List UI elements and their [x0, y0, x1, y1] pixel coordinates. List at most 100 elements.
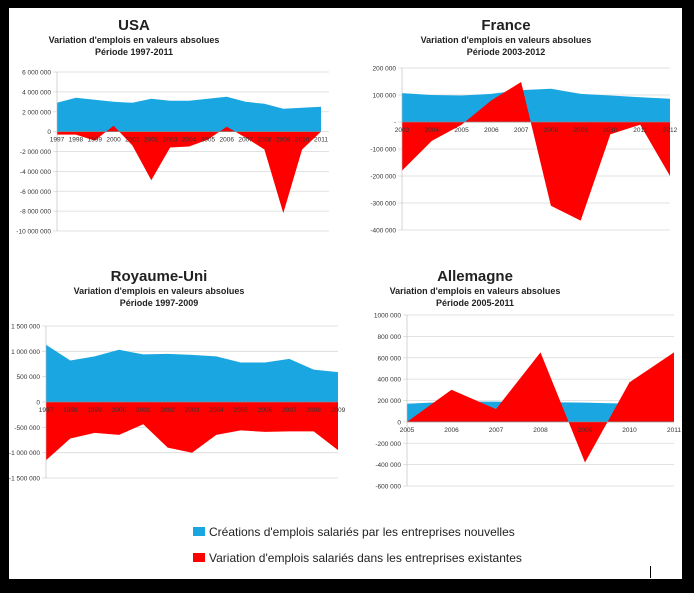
y-tick-label: 800 000 — [378, 334, 402, 341]
x-tick-label: 2005 — [400, 427, 415, 434]
x-tick-label: 2003 — [395, 127, 410, 134]
text-cursor — [650, 566, 651, 578]
y-tick-label: -4 000 000 — [20, 169, 51, 176]
y-tick-label: -200 000 — [370, 174, 396, 181]
x-tick-label: 1999 — [87, 137, 102, 144]
x-tick-label: 2005 — [201, 137, 216, 144]
x-tick-label: 2003 — [185, 407, 200, 414]
chart-subtitle: Variation d'emplois en valeurs absolues — [49, 35, 220, 45]
x-tick-label: 2001 — [136, 407, 151, 414]
x-tick-label: 1999 — [87, 407, 102, 414]
x-tick-label: 2008 — [533, 427, 548, 434]
chart-subtitle: Variation d'emplois en valeurs absolues — [74, 286, 245, 296]
y-tick-label: -6 000 000 — [20, 189, 51, 196]
x-tick-label: 2002 — [144, 137, 159, 144]
x-tick-label: 2007 — [514, 127, 529, 134]
x-tick-label: 2000 — [106, 137, 121, 144]
x-tick-label: 2007 — [238, 137, 253, 144]
y-tick-label: -300 000 — [370, 201, 396, 208]
x-tick-label: 2009 — [578, 427, 593, 434]
x-tick-label: 2009 — [573, 127, 588, 134]
x-tick-label: 2007 — [282, 407, 297, 414]
y-tick-label: 6 000 000 — [22, 70, 51, 77]
x-tick-label: 2008 — [306, 407, 321, 414]
y-tick-label: 1 000 000 — [11, 349, 40, 356]
x-tick-label: 2010 — [295, 137, 310, 144]
x-tick-label: 2010 — [622, 427, 637, 434]
y-tick-label: 0 — [47, 129, 51, 136]
y-tick-label: -2 000 000 — [20, 149, 51, 156]
y-tick-label: - — [394, 120, 396, 127]
chart-subtitle: Variation d'emplois en valeurs absolues — [421, 35, 592, 45]
y-tick-label: 1 500 000 — [11, 324, 40, 331]
chart-period: Période 2003-2012 — [467, 47, 546, 57]
x-tick-label: 2012 — [663, 127, 678, 134]
y-tick-label: -8 000 000 — [20, 209, 51, 216]
chart-panel: USA Variation d'emplois en valeurs absolu… — [9, 8, 682, 579]
x-tick-label: 2004 — [425, 127, 440, 134]
area-existing — [407, 352, 674, 463]
x-tick-label: 1998 — [69, 137, 84, 144]
chart-period: Période 1997-2009 — [120, 298, 199, 308]
chart-subtitle: Variation d'emplois en valeurs absolues — [390, 286, 561, 296]
chart-period: Période 2005-2011 — [436, 298, 514, 308]
chart-title: Allemagne — [437, 268, 513, 285]
y-tick-label: -500 000 — [14, 425, 40, 432]
x-tick-label: 2005 — [454, 127, 469, 134]
x-tick-label: 2001 — [125, 137, 140, 144]
y-tick-label: -100 000 — [370, 147, 396, 154]
x-tick-label: 2009 — [276, 137, 291, 144]
x-tick-label: 2004 — [182, 137, 197, 144]
legend-swatch-existing — [193, 553, 205, 563]
y-tick-label: 400 000 — [378, 377, 402, 384]
x-tick-label: 1997 — [50, 137, 65, 144]
y-tick-label: 200 000 — [378, 398, 402, 405]
x-tick-label: 2003 — [163, 137, 178, 144]
x-tick-label: 2006 — [258, 407, 273, 414]
x-tick-label: 2011 — [633, 127, 647, 134]
x-tick-label: 1998 — [63, 407, 78, 414]
y-tick-label: 0 — [36, 400, 40, 407]
x-tick-label: 2002 — [160, 407, 175, 414]
chart-title: France — [481, 17, 530, 34]
legend-item-existing: Variation d'emplois salariés dans les en… — [193, 550, 522, 565]
y-tick-label: 600 000 — [378, 355, 402, 362]
area-created — [57, 96, 321, 132]
y-tick-label: 100 000 — [373, 93, 397, 100]
y-tick-label: 500 000 — [17, 374, 41, 381]
x-tick-label: 2006 — [484, 127, 499, 134]
chart-period: Période 1997-2011 — [95, 47, 173, 57]
x-tick-label: 2008 — [544, 127, 559, 134]
legend-swatch-created — [193, 527, 205, 537]
y-tick-label: 4 000 000 — [22, 89, 51, 96]
x-tick-label: 2005 — [233, 407, 248, 414]
x-tick-label: 2011 — [667, 427, 681, 434]
area-created — [46, 344, 338, 402]
x-tick-label: 2007 — [489, 427, 504, 434]
y-tick-label: -200 000 — [375, 441, 401, 448]
y-tick-label: 2 000 000 — [22, 109, 51, 116]
area-existing — [46, 402, 338, 461]
chart-title: Royaume-Uni — [111, 268, 208, 285]
x-tick-label: 2006 — [444, 427, 459, 434]
y-tick-label: -400 000 — [370, 228, 396, 235]
x-tick-label: 2008 — [257, 137, 272, 144]
y-tick-label: -400 000 — [375, 462, 401, 469]
area-created — [402, 88, 670, 122]
x-tick-label: 2009 — [331, 407, 346, 414]
legend-label-created: Créations d'emplois salariés par les ent… — [209, 524, 515, 539]
y-tick-label: -600 000 — [375, 484, 401, 491]
area-existing — [57, 125, 321, 214]
x-tick-label: 2004 — [209, 407, 224, 414]
x-tick-label: 2010 — [603, 127, 618, 134]
chart-title: USA — [118, 17, 150, 34]
x-tick-label: 2000 — [112, 407, 127, 414]
y-tick-label: -1 500 000 — [9, 476, 40, 483]
legend-item-created: Créations d'emplois salariés par les ent… — [193, 524, 515, 539]
y-tick-label: -1 000 000 — [9, 450, 40, 457]
